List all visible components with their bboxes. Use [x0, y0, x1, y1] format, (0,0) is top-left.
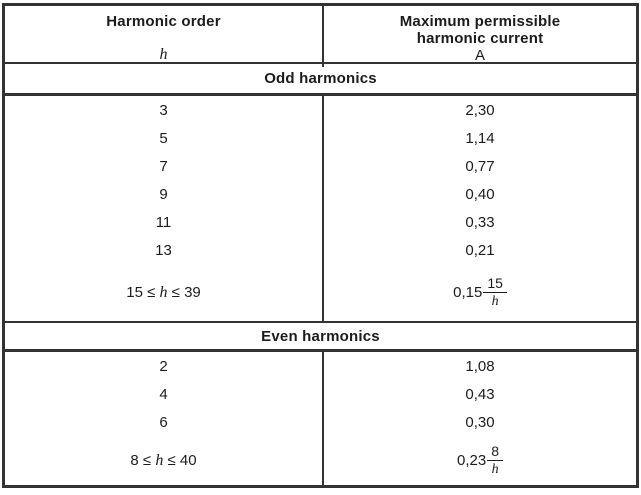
range-prefix: 15 ≤ — [126, 284, 160, 301]
order-cell: 9 — [5, 180, 324, 208]
odd-harmonics-section: 3 2,30 5 1,14 7 0,77 9 0,40 11 0,33 13 0… — [5, 96, 636, 323]
range-suffix: ≤ 40 — [163, 452, 197, 469]
current-cell: 0,77 — [465, 157, 495, 175]
order-cell: 7 — [5, 152, 324, 180]
order-cell: 11 — [5, 208, 324, 236]
section-band-even-harmonics: Even harmonics — [5, 323, 636, 352]
current-cell: 1,14 — [465, 129, 495, 147]
current-cell: 0,43 — [465, 385, 495, 403]
order-cell: 6 — [5, 408, 324, 436]
fraction-numerator: 15 — [483, 275, 507, 293]
max-current-title-line2: harmonic current — [416, 29, 544, 47]
even-harmonics-section: 2 1,08 4 0,43 6 0,30 8 ≤ h ≤ 40 0,23 8 h — [5, 352, 636, 485]
order-cell: 2 — [5, 352, 324, 380]
formula-fraction: 15 h — [483, 275, 507, 310]
current-cell: 2,30 — [465, 101, 495, 119]
range-variable-h: h — [155, 451, 164, 469]
current-cell: 0,33 — [465, 213, 495, 231]
formula-coefficient: 0,15 — [453, 284, 483, 301]
max-current-title-line1: Maximum permissible — [399, 13, 561, 30]
range-variable-h: h — [159, 283, 168, 301]
header-cell-harmonic-order: Harmonic order h — [5, 6, 324, 68]
fraction-denominator: h — [491, 294, 499, 309]
range-suffix: ≤ 39 — [167, 284, 201, 301]
harmonic-limits-table: Harmonic order h Maximum permissible har… — [2, 3, 639, 488]
fraction-denominator: h — [491, 462, 499, 477]
current-formula-cell: 0,23 8 h — [324, 436, 636, 485]
formula-coefficient: 0,23 — [457, 452, 487, 469]
order-range-cell: 15 ≤ h ≤ 39 — [5, 264, 324, 321]
fraction-numerator: 8 — [487, 443, 503, 461]
current-cell: 0,30 — [465, 413, 495, 431]
order-cell: 4 — [5, 380, 324, 408]
header-cell-max-current: Maximum permissible harmonic current A — [324, 6, 636, 67]
formula-expression: 0,15 15 h — [453, 275, 507, 310]
section-band-odd-harmonics: Odd harmonics — [5, 64, 636, 96]
range-prefix: 8 ≤ — [130, 452, 156, 469]
order-cell: 3 — [5, 96, 324, 124]
max-current-unit: A — [474, 46, 485, 64]
table-header-row: Harmonic order h Maximum permissible har… — [5, 6, 636, 68]
current-cell: 0,40 — [465, 185, 495, 203]
current-cell: 0,21 — [465, 241, 495, 259]
harmonic-order-symbol: h — [159, 46, 168, 64]
harmonic-order-title: Harmonic order — [106, 13, 221, 30]
order-range-cell: 8 ≤ h ≤ 40 — [5, 436, 324, 485]
current-formula-cell: 0,15 15 h — [324, 264, 636, 321]
formula-expression: 0,23 8 h — [457, 443, 503, 478]
order-cell: 13 — [5, 236, 324, 264]
current-cell: 1,08 — [465, 357, 495, 375]
order-cell: 5 — [5, 124, 324, 152]
